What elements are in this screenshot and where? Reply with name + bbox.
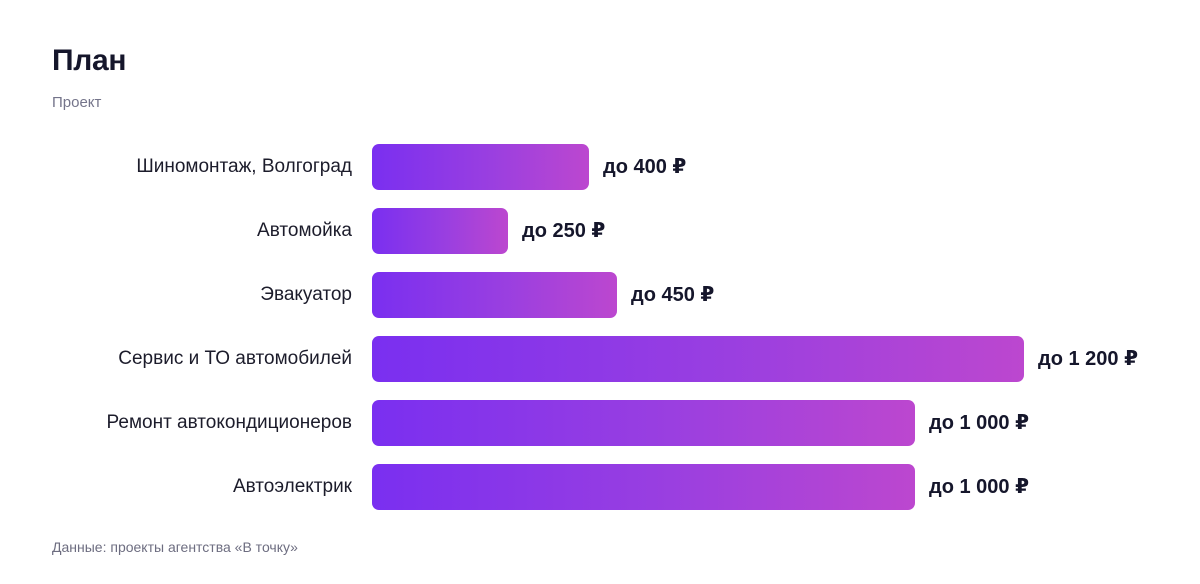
value-label: до 1 000 ₽	[929, 476, 1029, 498]
category-label: Сервис и ТО автомобилей	[118, 348, 352, 369]
bar-row: Ремонт автокондиционеров до 1 000 ₽	[0, 400, 1200, 446]
bar	[372, 464, 915, 510]
bar-row: Автоэлектрик до 1 000 ₽	[0, 464, 1200, 510]
category-label: Эвакуатор	[260, 284, 352, 305]
value-label: до 250 ₽	[522, 220, 606, 242]
bar	[372, 208, 508, 254]
chart-subtitle: Проект	[52, 94, 102, 111]
chart-title: План	[52, 44, 127, 77]
bar	[372, 144, 589, 190]
value-label: до 450 ₽	[631, 284, 715, 306]
value-label: до 1 200 ₽	[1038, 348, 1138, 370]
category-label: Автомойка	[257, 220, 352, 241]
bar	[372, 400, 915, 446]
bar-row: Эвакуатор до 450 ₽	[0, 272, 1200, 318]
bar-row: Автомойка до 250 ₽	[0, 208, 1200, 254]
source-note: Данные: проекты агентства «В точку»	[52, 539, 298, 555]
bar	[372, 272, 617, 318]
bar	[372, 336, 1024, 382]
category-label: Автоэлектрик	[232, 476, 352, 497]
category-label: Ремонт автокондиционеров	[106, 412, 352, 433]
category-label: Шиномонтаж, Волгоград	[136, 156, 352, 177]
bar-row: Шиномонтаж, Волгоград до 400 ₽	[0, 144, 1200, 190]
bar-row: Сервис и ТО автомобилей до 1 200 ₽	[0, 336, 1200, 382]
value-label: до 1 000 ₽	[929, 412, 1029, 434]
value-label: до 400 ₽	[603, 156, 687, 178]
